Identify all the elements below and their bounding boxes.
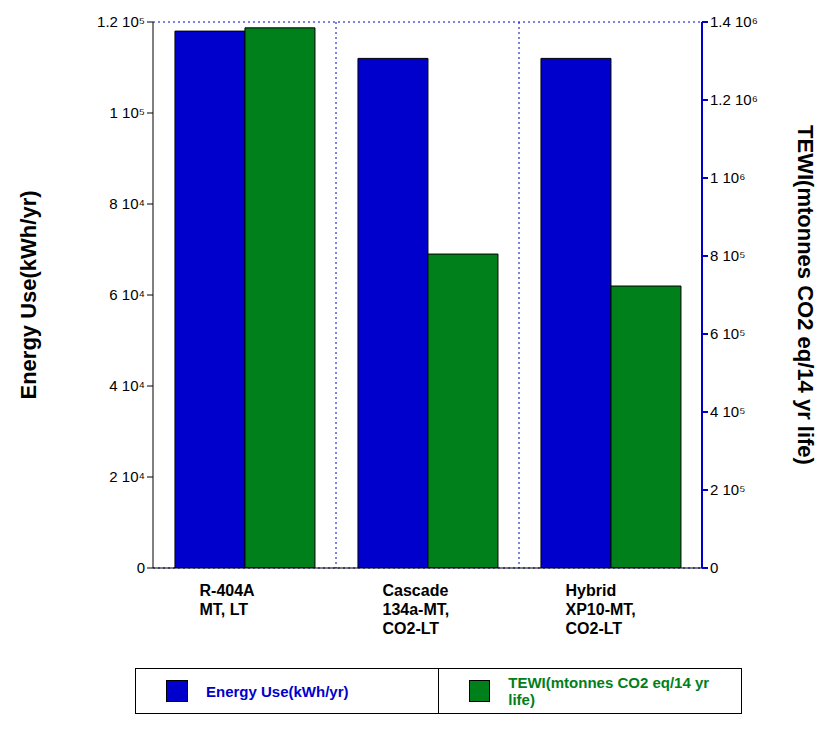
svg-text:4 10⁴: 4 10⁴ [109, 377, 145, 394]
svg-text:TEWI(mtonnes CO2 eq/14 yr life: TEWI(mtonnes CO2 eq/14 yr life) [793, 125, 818, 465]
svg-text:1.2 10⁵: 1.2 10⁵ [97, 13, 145, 30]
svg-text:8 10⁵: 8 10⁵ [710, 247, 745, 264]
svg-text:0: 0 [710, 559, 718, 576]
svg-text:4 10⁵: 4 10⁵ [710, 403, 745, 420]
svg-text:2 10⁴: 2 10⁴ [109, 468, 145, 485]
svg-text:R-404AMT, LT: R-404AMT, LT [200, 582, 256, 618]
svg-text:2 10⁵: 2 10⁵ [710, 481, 745, 498]
svg-text:8 10⁴: 8 10⁴ [109, 195, 145, 212]
svg-text:0: 0 [137, 559, 145, 576]
svg-text:1.4 10⁶: 1.4 10⁶ [710, 13, 758, 30]
svg-text:Energy Use(kWh/yr): Energy Use(kWh/yr) [16, 190, 41, 399]
svg-text:Cascade134a-MT,CO2-LT: Cascade134a-MT,CO2-LT [383, 582, 450, 637]
svg-text:1 10⁵: 1 10⁵ [110, 104, 145, 121]
html-text:Energy Use(kWh/yr): Energy Use(kWh/yr) [206, 682, 349, 700]
html-text:TEWI(mtonnes CO2 eq/14 yr life: TEWI(mtonnes CO2 eq/14 yr life) [508, 674, 710, 708]
svg-text:HybridXP10-MT,CO2-LT: HybridXP10-MT,CO2-LT [566, 582, 636, 637]
svg-text:6 10⁵: 6 10⁵ [710, 325, 745, 342]
svg-text:6 10⁴: 6 10⁴ [109, 286, 145, 303]
svg-text:1.2 10⁶: 1.2 10⁶ [710, 91, 758, 108]
svg-text:1 10⁶: 1 10⁶ [710, 169, 745, 186]
